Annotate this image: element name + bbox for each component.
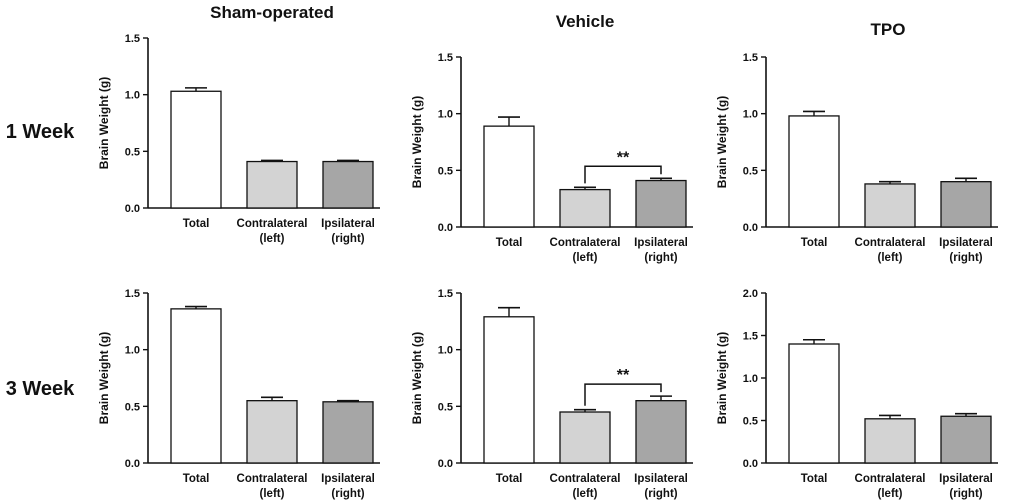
- y-tick-label: 1.5: [438, 52, 453, 64]
- y-tick-label: 0.5: [743, 165, 758, 177]
- x-tick-label: Total: [496, 237, 523, 249]
- x-tick-label: Contralateral: [237, 218, 308, 230]
- chart-panel-1: 0.0 0.5 1.0 1.5 Brain Weight (g) Total Contral…: [97, 33, 380, 245]
- x-tick-label: Ipsilateral: [321, 473, 375, 485]
- x-tick-label: (left): [260, 233, 285, 245]
- x-tick-label: Total: [801, 473, 828, 485]
- y-tick-label: 1.5: [125, 33, 140, 45]
- column-title-tpo: TPO: [871, 20, 906, 39]
- y-tick-label: 1.0: [438, 345, 453, 357]
- x-tick-label: (left): [573, 488, 598, 500]
- chart-panel-3: 0.0 0.5 1.0 1.5 Brain Weight (g) Total Contral…: [715, 52, 998, 264]
- y-tick-label: 0.5: [438, 401, 453, 413]
- row-title-1-week: 1 Week: [6, 121, 75, 143]
- x-tick-label: (left): [573, 252, 598, 264]
- x-tick-label: Ipsilateral: [939, 237, 993, 249]
- y-tick-label: 0.0: [125, 203, 140, 215]
- x-tick-label: (right): [949, 488, 982, 500]
- y-tick-label: 1.0: [125, 345, 140, 357]
- y-tick-label: 0.5: [125, 146, 140, 158]
- significance-bracket: [584, 383, 662, 406]
- y-axis-label: Brain Weight (g): [410, 96, 424, 188]
- x-tick-label: Ipsilateral: [321, 218, 375, 230]
- y-tick-label: 1.0: [438, 109, 453, 121]
- y-tick-label: 0.0: [438, 458, 453, 470]
- x-tick-label: Ipsilateral: [634, 473, 688, 485]
- y-tick-label: 1.5: [743, 331, 758, 343]
- x-tick-label: Total: [183, 473, 210, 485]
- bar-contralateral: [864, 183, 916, 228]
- x-tick-label: (right): [331, 233, 364, 245]
- chart-panel-5: 0.0 0.5 1.0 1.5 Brain Weight (g) Total Contral…: [410, 288, 693, 500]
- chart-panel-2: 0.0 0.5 1.0 1.5 Brain Weight (g) Total Contral…: [410, 52, 693, 264]
- x-tick-label: Contralateral: [550, 473, 621, 485]
- bar-contralateral: [246, 400, 298, 464]
- y-axis-label: Brain Weight (g): [97, 332, 111, 424]
- y-tick-label: 0.5: [438, 165, 453, 177]
- bar-total: [788, 115, 840, 228]
- chart-panel-4: 0.0 0.5 1.0 1.5 Brain Weight (g) Total Contral…: [97, 288, 380, 500]
- y-tick-label: 1.5: [743, 52, 758, 64]
- bar-total: [170, 90, 222, 209]
- x-tick-label: Total: [183, 218, 210, 230]
- x-tick-label: (right): [331, 488, 364, 500]
- y-tick-label: 1.5: [438, 288, 453, 300]
- bar-total: [788, 343, 840, 464]
- chart-panel-6: 0.0 0.5 1.0 1.5 2.0 Brain Weight (g) Total Cont…: [715, 288, 998, 500]
- significance-label: **: [617, 149, 630, 166]
- x-tick-label: (right): [949, 252, 982, 264]
- x-tick-label: (left): [878, 252, 903, 264]
- x-tick-label: Contralateral: [237, 473, 308, 485]
- bar-contralateral: [864, 418, 916, 464]
- significance-bracket: [584, 165, 662, 184]
- significance-label: **: [617, 367, 630, 384]
- x-tick-label: Total: [801, 237, 828, 249]
- column-title-vehicle: Vehicle: [556, 12, 615, 31]
- y-tick-label: 1.0: [125, 90, 140, 102]
- x-tick-label: Contralateral: [550, 237, 621, 249]
- y-axis-label: Brain Weight (g): [97, 77, 111, 169]
- bar-contralateral: [246, 160, 298, 209]
- y-tick-label: 0.0: [743, 222, 758, 234]
- bar-total: [483, 316, 535, 464]
- column-title-sham: Sham-operated: [210, 3, 334, 22]
- x-tick-label: (right): [644, 252, 677, 264]
- x-tick-label: (left): [878, 488, 903, 500]
- y-tick-label: 0.5: [125, 401, 140, 413]
- x-tick-label: Contralateral: [855, 473, 926, 485]
- x-tick-label: (right): [644, 488, 677, 500]
- bar-total: [483, 125, 535, 228]
- y-tick-label: 0.0: [743, 458, 758, 470]
- bar-ipsilateral: [635, 400, 687, 464]
- y-axis-label: Brain Weight (g): [715, 332, 729, 424]
- y-tick-label: 1.5: [125, 288, 140, 300]
- y-axis-label: Brain Weight (g): [410, 332, 424, 424]
- y-tick-label: 1.0: [743, 109, 758, 121]
- bar-contralateral: [559, 188, 611, 228]
- bar-total: [170, 308, 222, 464]
- bar-ipsilateral: [940, 415, 992, 464]
- x-tick-label: Contralateral: [855, 237, 926, 249]
- y-axis-label: Brain Weight (g): [715, 96, 729, 188]
- y-tick-label: 0.5: [743, 416, 758, 428]
- y-tick-label: 2.0: [743, 288, 758, 300]
- row-title-3-week: 3 Week: [6, 378, 75, 400]
- y-tick-label: 0.0: [125, 458, 140, 470]
- bar-contralateral: [559, 411, 611, 464]
- bar-ipsilateral: [635, 179, 687, 228]
- bar-ipsilateral: [940, 181, 992, 228]
- bar-ipsilateral: [322, 160, 374, 209]
- x-tick-label: (left): [260, 488, 285, 500]
- x-tick-label: Total: [496, 473, 523, 485]
- x-tick-label: Ipsilateral: [939, 473, 993, 485]
- y-tick-label: 0.0: [438, 222, 453, 234]
- x-tick-label: Ipsilateral: [634, 237, 688, 249]
- bar-ipsilateral: [322, 401, 374, 464]
- y-tick-label: 1.0: [743, 373, 758, 385]
